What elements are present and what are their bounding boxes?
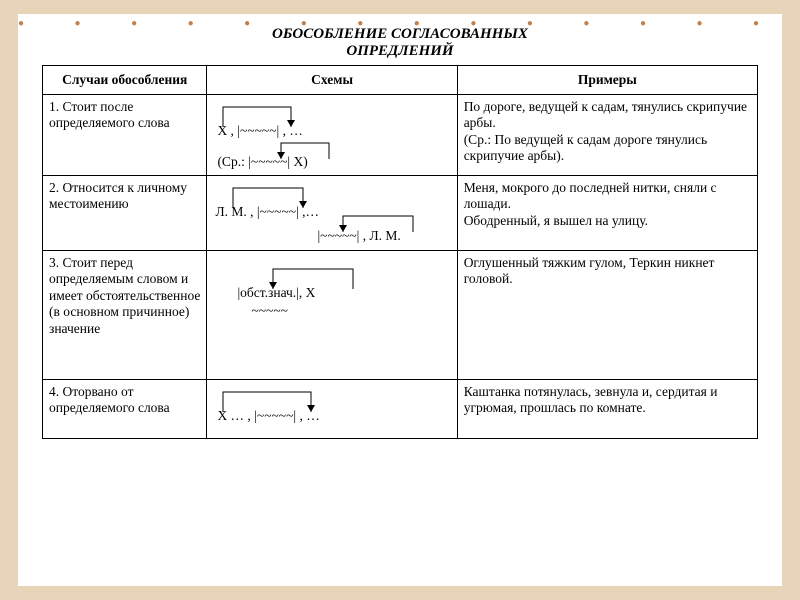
scheme-sub-line: (Ср.: |~~~~~| X) (217, 154, 307, 170)
example-cell: Оглушенный тяжким гулом, Теркин никнет г… (457, 250, 757, 379)
paper-sheet: ● ● ● ● ● ● ● ● ● ● ● ● ● ● ● ● ● ● ● ● … (18, 14, 782, 586)
case-cell: 3. Стоит перед определяемым словом и име… (43, 250, 207, 379)
scheme-main-line: Л. М. , |~~~~~| ,… (215, 204, 319, 220)
table-row: 2. Относится к личному местоимению Л. М.… (43, 175, 758, 250)
col-header-examples: Примеры (457, 65, 757, 94)
example-cell: Каштанка потянулась, зевнула и, сердитая… (457, 379, 757, 438)
scheme-cell: |обст.знач.|, X ~~~~~ (207, 250, 457, 379)
title-line-2: ОПРЕДЛЕНИЙ (346, 43, 453, 59)
page-background: ● ● ● ● ● ● ● ● ● ● ● ● ● ● ● ● ● ● ● ● … (0, 0, 800, 600)
scheme-main-line: X … , |~~~~~| , … (217, 408, 319, 424)
scheme-sub-line: |~~~~~| , Л. М. (317, 228, 400, 244)
scheme-cell: X , |~~~~~| , … (Ср.: |~~~~~| X) (207, 94, 457, 175)
table-row: 3. Стоит перед определяемым словом и име… (43, 250, 758, 379)
scheme-underline: ~~~~~ (251, 303, 288, 319)
arc-diagram (213, 255, 443, 375)
scheme-main-line: |обст.знач.|, X (237, 285, 315, 301)
case-cell: 2. Относится к личному местоимению (43, 175, 207, 250)
table-row: 1. Стоит после определяемого слова (43, 94, 758, 175)
scheme-cell: Л. М. , |~~~~~| ,… |~~~~~| , Л. М. (207, 175, 457, 250)
scheme-cell: X … , |~~~~~| , … (207, 379, 457, 438)
example-cell: Меня, мокрого до последней нитки, сняли … (457, 175, 757, 250)
example-cell: По дороге, ведущей к садам, тянулись скр… (457, 94, 757, 175)
case-cell: 4. Оторвано от определяемого слова (43, 379, 207, 438)
table-row: 4. Оторвано от определяемого слова X … ,… (43, 379, 758, 438)
col-header-schemes: Схемы (207, 65, 457, 94)
title-line-1: ОБОСОБЛЕНИЕ СОГЛАСОВАННЫХ (272, 26, 528, 42)
page-title: ОБОСОБЛЕНИЕ СОГЛАСОВАННЫХ ОПРЕДЛЕНИЙ (42, 26, 758, 61)
rules-table: Случаи обособления Схемы Примеры 1. Стои… (42, 65, 758, 439)
case-cell: 1. Стоит после определяемого слова (43, 94, 207, 175)
col-header-cases: Случаи обособления (43, 65, 207, 94)
table-header-row: Случаи обособления Схемы Примеры (43, 65, 758, 94)
scheme-main-line: X , |~~~~~| , … (217, 123, 302, 139)
notebook-rings: ● ● ● ● ● ● ● ● ● ● ● ● ● ● ● ● ● ● ● ● (18, 18, 782, 28)
